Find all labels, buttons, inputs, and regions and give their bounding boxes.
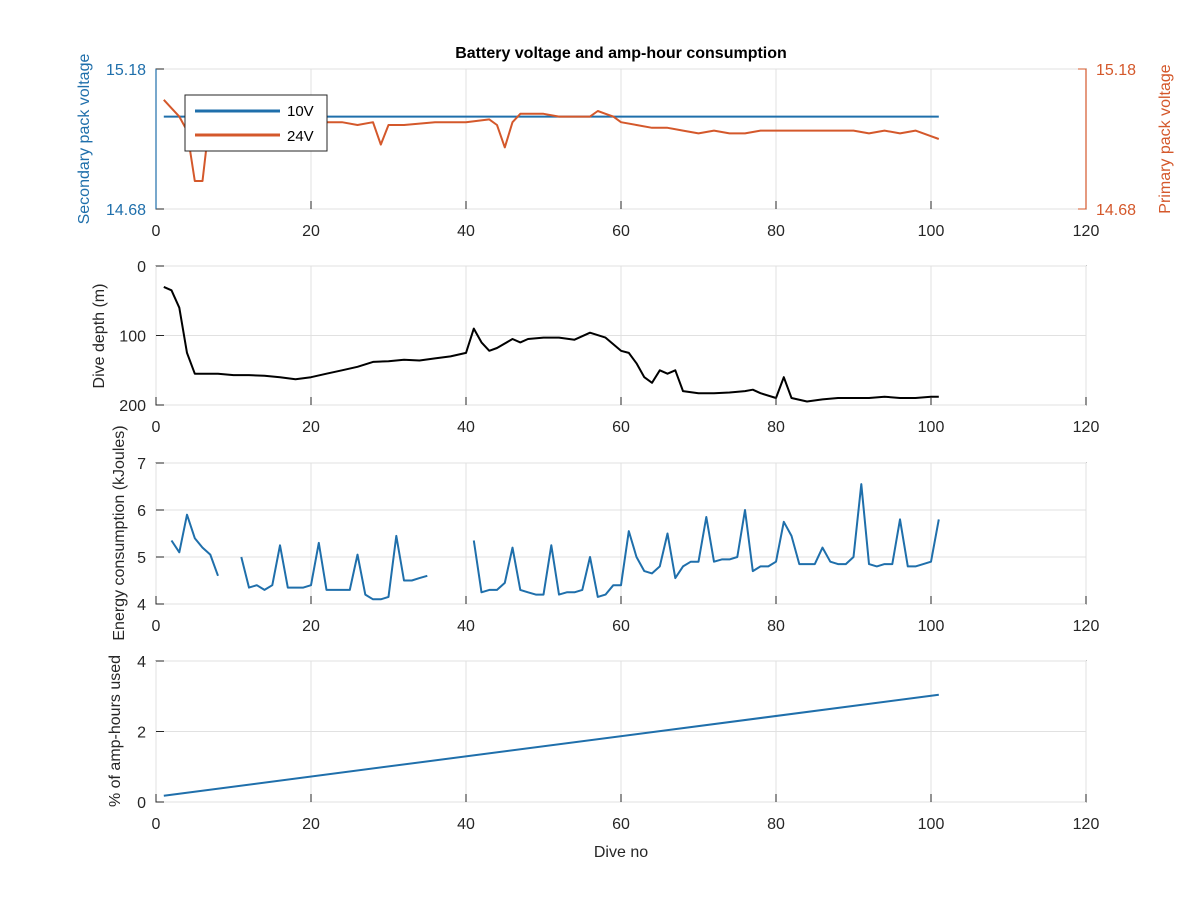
y-tick-label: 0 [137,795,146,812]
series-line-amphours-0 [163,693,939,797]
series-line-energy-0-seg0 [170,513,219,577]
x-tick-label: 20 [302,618,320,635]
panel-energy: 0 20 40 60 80 100 120 4 5 6 7 Energy consumption … [111,425,1099,640]
x-ticks-amphours: 0 20 40 60 80 100 120 [152,794,1100,833]
y-ticks-amphours: 0 2 4 [137,654,164,812]
series-amphours [163,693,939,797]
chart-title: Battery voltage and amp-hour consumption [455,45,787,62]
y-axis-label-primary: Primary pack voltage [1157,64,1174,213]
y-tick-label: 7 [137,456,146,473]
y-tick-label: 14.68 [106,202,146,219]
legend-box [184,94,328,152]
x-tick-label: 40 [457,223,475,240]
x-tick-label: 20 [302,816,320,833]
y-right-tick-label: 14.68 [1096,202,1136,219]
x-tick-label: 100 [918,419,945,436]
x-tick-label: 40 [457,618,475,635]
x-tick-label: 60 [612,618,630,635]
x-ticks-voltage: 0 20 40 60 80 100 120 [152,201,1100,240]
y-ticks-voltage: 14.68 15.18 [106,62,164,219]
x-tick-label: 120 [1073,816,1100,833]
series-line-depth-0 [163,285,939,403]
panel-amphours: 0 20 40 60 80 100 120 024 % of amp-hours used … [107,654,1099,861]
series-line-energy-0-seg1 [240,534,428,601]
x-tick-label: 100 [918,618,945,635]
x-tick-label: 100 [918,223,945,240]
x-tick-label: 20 [302,419,320,436]
x-axis-label: Dive no [594,844,648,861]
y-tick-label: 100 [119,329,146,346]
x-tick-label: 80 [767,419,785,436]
y-axis-label-secondary: Secondary pack voltage [76,54,93,225]
x-tick-label: 120 [1073,419,1100,436]
series-depth [163,285,939,403]
x-ticks-energy: 0 20 40 60 80 100 120 [152,596,1100,635]
x-tick-label: 0 [152,618,161,635]
y-ticks-right-voltage: 14.68 15.18 [1078,62,1136,219]
series-energy [170,483,940,601]
x-tick-label: 0 [152,816,161,833]
y-axis-label-energy: Energy consumption (kJoules) [111,425,128,640]
x-tick-label: 120 [1073,223,1100,240]
y-axis-label-depth: Dive depth (m) [91,284,108,389]
legend-label-10v: 10V [287,103,314,120]
y-tick-label: 0 [137,259,146,276]
y-right-tick-label: 15.18 [1096,62,1136,79]
y-tick-label: 4 [137,654,146,671]
x-tick-label: 80 [767,816,785,833]
x-tick-label: 120 [1073,618,1100,635]
x-tick-label: 60 [612,816,630,833]
x-tick-label: 80 [767,618,785,635]
y-tick-label: 6 [137,503,146,520]
x-tick-label: 60 [612,223,630,240]
x-tick-label: 100 [918,816,945,833]
y-tick-label: 5 [137,550,146,567]
panel-depth: 0 20 40 60 80 100 120 0 100 200 Dive depth (m) [91,259,1099,436]
x-tick-label: 60 [612,419,630,436]
panel-voltage: 0 20 40 60 80 100 120 14.68 15.18 14.68 15.18 Ba… [76,45,1174,240]
y-axis-label-amphours: % of amp-hours used [107,655,124,807]
y-tick-label: 4 [137,597,146,614]
y-ticks-depth: 0 100 200 [119,259,164,415]
y-tick-label: 200 [119,398,146,415]
x-tick-label: 40 [457,816,475,833]
x-tick-label: 0 [152,223,161,240]
y-tick-label: 15.18 [106,62,146,79]
y-tick-label: 2 [137,725,146,742]
x-ticks-depth: 0 20 40 60 80 100 120 [152,397,1100,436]
series-line-energy-0-seg2 [472,483,940,598]
y-ticks-energy: 4 5 6 7 [137,456,164,614]
x-tick-label: 80 [767,223,785,240]
x-tick-label: 0 [152,419,161,436]
x-tick-label: 20 [302,223,320,240]
x-tick-label: 40 [457,419,475,436]
legend: 10V 24V [184,94,328,152]
legend-label-24v: 24V [287,128,314,145]
